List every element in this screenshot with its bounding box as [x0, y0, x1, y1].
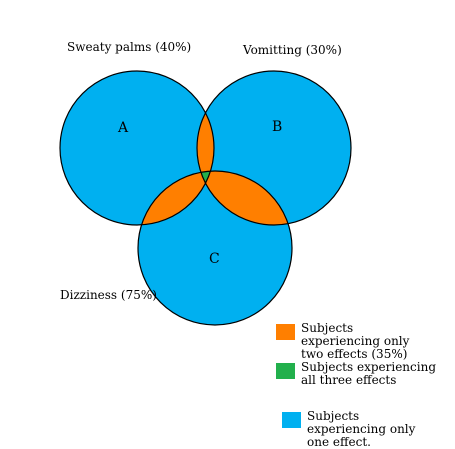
circle-b-caption: Vomitting (30%): [243, 43, 342, 57]
circle-c-outline: [137, 170, 293, 326]
legend-label-one-effect: Subjects experiencing only one effect.: [307, 409, 416, 449]
legend-swatch-three-effects: [276, 363, 295, 379]
circle-b-outline: [196, 70, 352, 226]
legend-item-two-effects: Subjects experiencing only two effects (…: [276, 322, 426, 361]
legend-label-two-effects: Subjects experiencing only two effects (…: [301, 321, 410, 361]
circle-a-letter: A: [118, 120, 129, 136]
circle-c-caption: Dizziness (75%): [60, 288, 157, 302]
legend-swatch-two-effects: [276, 324, 295, 340]
circle-b-letter: B: [272, 119, 283, 135]
circle-c-letter: C: [209, 251, 220, 267]
legend-swatch-one-effect: [282, 412, 301, 428]
overlap-ac-region: [138, 171, 214, 225]
legend-item-one-effect: Subjects experiencing only one effect.: [282, 410, 432, 449]
overlap-bc-region: [197, 171, 292, 225]
circle-a-outline: [59, 70, 215, 226]
legend-item-three-effects: Subjects experiencing all three effects: [276, 361, 441, 387]
legend-label-three-effects: Subjects experiencing all three effects: [301, 360, 436, 387]
circle-a-caption: Sweaty palms (40%): [67, 40, 192, 54]
